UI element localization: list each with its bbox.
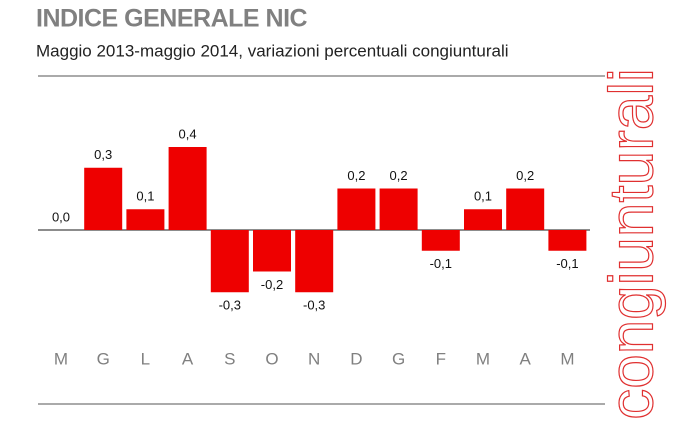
bar: [421, 230, 460, 251]
value-label: 0,4: [179, 126, 197, 141]
bar: [126, 209, 165, 230]
x-tick-label: N: [308, 349, 320, 368]
value-label: 0,2: [347, 168, 365, 183]
chart-title: INDICE GENERALE NIC: [36, 5, 308, 33]
bar: [84, 167, 123, 230]
value-label: -0,1: [556, 256, 578, 271]
bar: [295, 230, 334, 293]
bar: [506, 188, 545, 230]
value-label: 0,2: [516, 168, 534, 183]
bar: [210, 230, 249, 293]
x-tick-label: A: [182, 349, 194, 368]
value-label: -0,3: [303, 298, 325, 313]
bar: [253, 230, 291, 272]
x-tick-label: G: [392, 349, 405, 368]
bar: [548, 230, 587, 251]
bar: [464, 209, 502, 230]
x-tick-label: S: [224, 349, 235, 368]
value-label: 0,1: [474, 189, 492, 204]
side-label: congiunturali: [597, 68, 666, 420]
value-label: 0,1: [136, 189, 154, 204]
x-tick-label: M: [560, 349, 574, 368]
x-tick-label: M: [476, 349, 490, 368]
x-tick-label: G: [97, 349, 110, 368]
value-label: -0,3: [219, 298, 241, 313]
x-tick-label: A: [520, 349, 532, 368]
value-label: 0,2: [390, 168, 408, 183]
bar: [337, 188, 376, 230]
chart-subtitle: Maggio 2013-maggio 2014, variazioni perc…: [36, 41, 509, 60]
x-tick-label: O: [265, 349, 278, 368]
x-tick-label: F: [436, 349, 446, 368]
x-tick-label: L: [141, 349, 150, 368]
bar: [379, 188, 418, 230]
bar: [168, 147, 207, 230]
value-label: -0,1: [430, 256, 452, 271]
x-tick-label: M: [54, 349, 68, 368]
value-label: 0,0: [52, 209, 70, 224]
x-tick-label: D: [350, 349, 362, 368]
value-label: -0,2: [261, 277, 283, 292]
value-label: 0,3: [94, 147, 112, 162]
